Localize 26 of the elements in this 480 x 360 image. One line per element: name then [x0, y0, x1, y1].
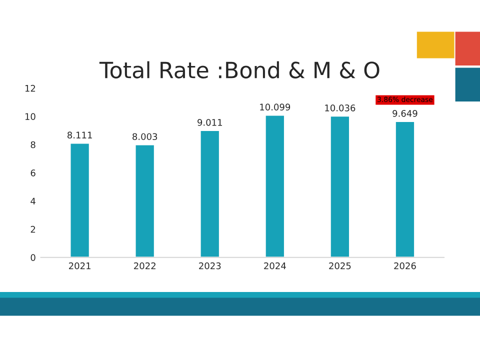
y-tick-label: 8 — [30, 141, 36, 148]
bar — [394, 120, 416, 258]
y-tick-label: 0 — [30, 254, 36, 261]
chart-title: Total Rate :Bond & M & O — [99, 61, 380, 78]
y-tick-label: 12 — [25, 84, 36, 92]
data-label: 9.649 — [392, 110, 418, 117]
data-label: 8.111 — [68, 132, 92, 139]
data-label: 10.099 — [260, 104, 290, 110]
bar — [330, 115, 350, 258]
data-label: 8.003 — [132, 133, 158, 140]
x-tick-label: 2021 — [68, 262, 90, 270]
y-tick-label: 10 — [25, 113, 36, 120]
bar — [134, 144, 156, 258]
y-tick-label: 4 — [30, 198, 36, 204]
y-tick-label: 2 — [30, 226, 36, 233]
x-tick-label: 2022 — [134, 262, 156, 270]
x-tick-label: 2025 — [329, 262, 351, 270]
y-tick-label: 6 — [30, 170, 36, 176]
x-tick-label: 2023 — [199, 262, 221, 270]
x-tick-label: 2024 — [264, 262, 286, 270]
data-label: 10.036 — [325, 104, 356, 112]
x-tick-label: 2026 — [394, 262, 416, 270]
bar — [264, 114, 286, 258]
bar — [69, 142, 90, 258]
data-label: 9.011 — [198, 118, 222, 126]
bar — [199, 130, 220, 258]
